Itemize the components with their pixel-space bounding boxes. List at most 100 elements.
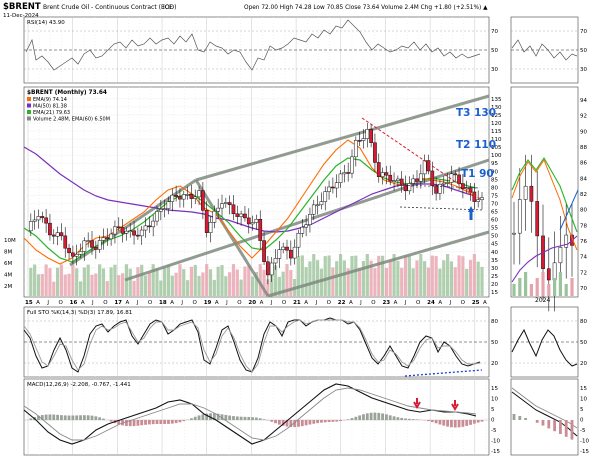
trend-channel: [69, 94, 490, 298]
volume-bar: [151, 264, 155, 296]
candle-body: [105, 237, 110, 240]
volume-bar: [296, 256, 301, 296]
macd-hist-bar: [331, 420, 335, 422]
rsi-inset-line: [511, 39, 578, 61]
candle-body: [323, 191, 328, 202]
inset-candle-body: [552, 262, 557, 281]
macd-hist-bar: [396, 417, 400, 420]
macd-sell-arrow-2-icon: [451, 400, 459, 411]
macd-tick-label: 15: [491, 386, 498, 392]
candle-body: [273, 258, 278, 264]
inset-volume-bar: [564, 284, 568, 296]
candle-body: [388, 174, 393, 182]
macd-hist-bar: [362, 414, 365, 420]
sto-tick-label: 20: [580, 361, 587, 367]
inset-price-tick-label: 90: [580, 129, 587, 135]
macd-hist-bar: [117, 420, 121, 425]
rsi-levels: [24, 30, 578, 70]
candle-body: [124, 230, 129, 234]
volume-tick-label: 4M: [4, 273, 12, 279]
price-panel-label: $BRENT (Monthly) 73.64: [27, 90, 107, 96]
volume-bar: [212, 279, 216, 296]
rsi-tick-label: 50: [491, 48, 498, 54]
macd-hist-bar: [205, 413, 209, 420]
volume-bar: [273, 265, 278, 296]
volume-bar: [216, 266, 220, 296]
volume-bar: [82, 267, 86, 296]
legend-swatch: [27, 116, 31, 121]
macd-hist-bar: [377, 412, 381, 420]
volume-bar: [250, 276, 255, 296]
macd-hist-bar: [216, 413, 220, 420]
macd-hist-bar: [75, 415, 79, 420]
candle-body: [281, 246, 286, 250]
volume-bar: [140, 264, 144, 296]
volume-bar: [109, 267, 113, 296]
volume-bar: [327, 255, 331, 296]
macd-hist-bar: [262, 419, 266, 420]
x-tick-label: O: [237, 300, 242, 306]
macd-hist-bar: [472, 420, 476, 424]
macd-hist-bar: [201, 414, 205, 420]
candle-body: [403, 185, 408, 192]
price-tick-label: 110: [491, 137, 502, 143]
candle-body: [216, 207, 221, 212]
x-tick-label: O: [327, 300, 332, 306]
volume-bar: [113, 264, 117, 296]
exchange-label: ICE: [163, 4, 173, 11]
candle-body: [201, 190, 205, 211]
volume-bar: [377, 255, 381, 296]
inset-volume-bar: [541, 272, 545, 296]
volume-bar: [346, 268, 350, 296]
macd-hist-bar: [381, 413, 384, 420]
inset-price-tick-label: 78: [580, 223, 587, 229]
x-tick-label: O: [461, 300, 466, 306]
macd-hist-bar: [63, 415, 67, 420]
volume-bar: [411, 268, 415, 296]
volume-bar: [308, 261, 312, 296]
candle-body: [63, 235, 68, 249]
macd-hist-bar: [339, 420, 342, 422]
sto-rising-lows-line: [404, 369, 483, 377]
price-tick-label: 80: [491, 185, 498, 191]
volume-bar: [449, 261, 454, 296]
x-tick-label: O: [59, 300, 64, 306]
volume-bar: [392, 254, 396, 296]
inset-price-tick-label: 92: [580, 114, 587, 120]
candle-body: [277, 249, 282, 259]
volume-bar: [323, 256, 327, 296]
volume-bar: [369, 260, 373, 296]
volume-bar: [388, 260, 392, 296]
candle-body: [243, 213, 247, 219]
macd-hist-bar: [289, 420, 293, 428]
volume-bar: [185, 280, 190, 296]
macd-hist-bar: [461, 420, 465, 427]
macd-hist-bar: [400, 417, 404, 420]
candle-body: [223, 202, 228, 204]
volume-bar: [201, 272, 205, 296]
volume-bar: [380, 255, 385, 296]
macd-hist-bar: [44, 414, 48, 420]
macd-hist-bar: [373, 412, 377, 420]
macd-hist-bar: [37, 415, 40, 420]
inset-price-tick-label: 72: [580, 270, 587, 276]
candle-body: [59, 232, 64, 237]
macd-hist-bar: [109, 420, 113, 422]
sto-tick-label: 50: [580, 340, 587, 346]
sto-inset-line: [511, 328, 578, 367]
inset-volume-bar: [529, 284, 533, 296]
legend-entry: MA(50) 81.38: [33, 104, 67, 110]
x-tick-label: O: [371, 300, 376, 306]
volume-bar: [285, 264, 289, 296]
macd-hist-bar: [243, 416, 247, 420]
x-tick-label: A: [170, 300, 174, 306]
macd-hist-bar: [465, 420, 469, 426]
candle-body: [369, 129, 373, 143]
candle-body: [82, 240, 87, 252]
candle-body: [292, 246, 297, 259]
macd-hist-bar: [407, 418, 411, 420]
volume-bar: [235, 269, 239, 296]
macd-hist-bar: [167, 420, 170, 424]
x-tick-label: O: [148, 300, 153, 306]
